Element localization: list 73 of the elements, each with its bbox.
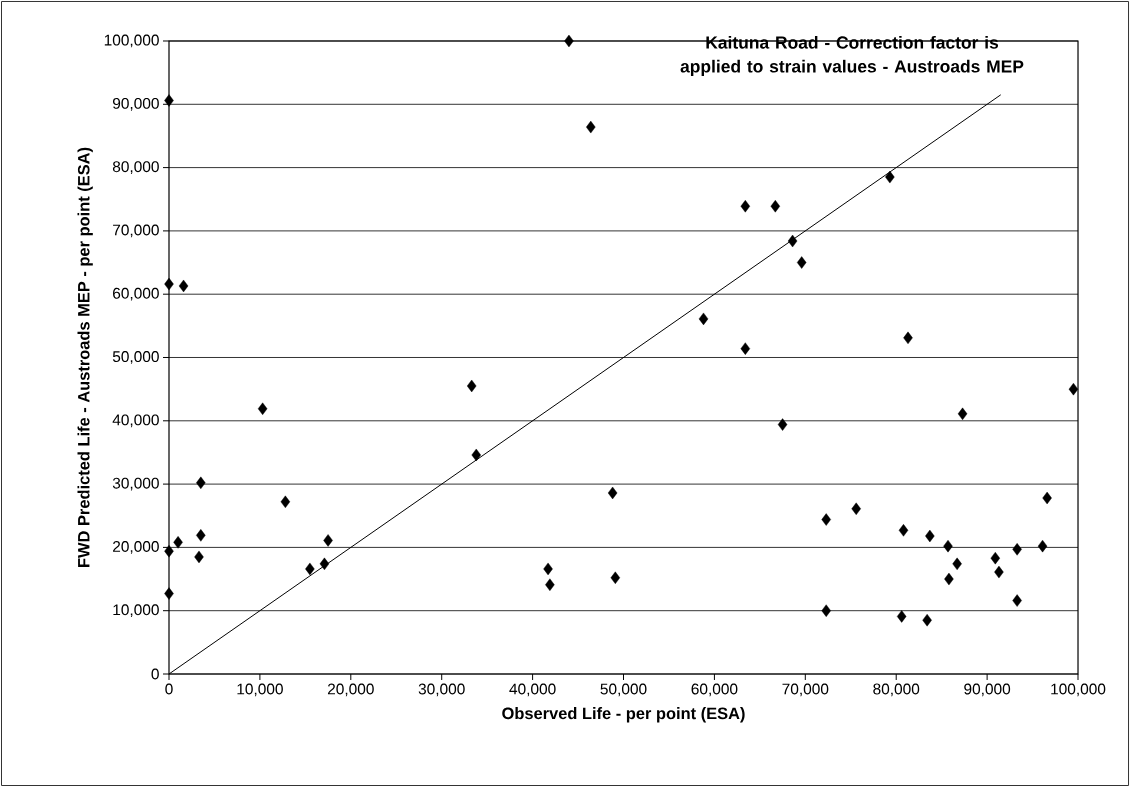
point bbox=[990, 551, 1000, 565]
x-tick-label: 30,000 bbox=[418, 683, 465, 697]
point bbox=[164, 277, 174, 291]
point bbox=[898, 524, 909, 537]
point bbox=[196, 476, 206, 490]
point bbox=[545, 578, 555, 591]
point bbox=[257, 402, 268, 415]
point bbox=[564, 34, 574, 48]
point bbox=[164, 587, 174, 600]
point bbox=[164, 545, 174, 558]
point bbox=[787, 234, 798, 248]
point bbox=[922, 613, 932, 627]
y-tick-label: 50,000 bbox=[112, 351, 159, 364]
x-tick-label: 80,000 bbox=[873, 683, 920, 697]
point bbox=[586, 120, 596, 134]
point bbox=[925, 529, 935, 543]
point bbox=[903, 331, 913, 345]
point bbox=[885, 170, 895, 184]
x-tick-label: 60,000 bbox=[691, 683, 738, 697]
point bbox=[164, 94, 174, 107]
y-tick-label: 60,000 bbox=[113, 287, 159, 301]
y-tick-label: 100,000 bbox=[104, 34, 159, 48]
point bbox=[323, 534, 333, 547]
point bbox=[1068, 382, 1079, 396]
point bbox=[770, 200, 781, 213]
point bbox=[943, 539, 953, 553]
point bbox=[1012, 594, 1022, 607]
point bbox=[543, 562, 553, 576]
x-tick-label: 10,000 bbox=[237, 683, 283, 697]
point bbox=[280, 495, 291, 509]
point bbox=[610, 571, 621, 584]
y-tick-label: 0 bbox=[151, 668, 159, 680]
point bbox=[319, 557, 330, 571]
point bbox=[471, 448, 481, 462]
point bbox=[467, 379, 477, 393]
point bbox=[851, 502, 861, 515]
point bbox=[796, 256, 807, 269]
point bbox=[698, 312, 709, 326]
point bbox=[194, 550, 204, 564]
point bbox=[952, 557, 962, 571]
point bbox=[305, 562, 315, 576]
point bbox=[994, 565, 1004, 579]
y-tick-label: 10,000 bbox=[113, 604, 159, 618]
point bbox=[740, 342, 751, 355]
y-axis-title: FWD Predicted Life - Austroads MEP - per point (ESA) bbox=[77, 147, 93, 567]
x-tick-label: 40,000 bbox=[509, 683, 556, 697]
y-tick-label: 30,000 bbox=[112, 477, 159, 491]
point bbox=[944, 572, 954, 586]
y-tick-label: 40,000 bbox=[112, 414, 159, 428]
point bbox=[1037, 539, 1048, 553]
point bbox=[1042, 491, 1052, 505]
point bbox=[957, 407, 968, 421]
x-axis-title: Observed Life - per point (ESA) bbox=[502, 707, 745, 723]
point bbox=[740, 200, 751, 213]
point bbox=[607, 486, 618, 500]
x-tick-label: 70,000 bbox=[782, 683, 829, 697]
y-tick-label: 80,000 bbox=[112, 161, 159, 174]
x-tick-label: 50,000 bbox=[600, 683, 647, 697]
y-tick-label: 20,000 bbox=[113, 541, 159, 554]
point bbox=[173, 536, 183, 549]
x-tick-label: 100,000 bbox=[1051, 683, 1106, 697]
point bbox=[821, 604, 831, 617]
x-tick-label: 20,000 bbox=[327, 683, 374, 697]
point bbox=[196, 529, 206, 542]
point bbox=[777, 418, 788, 431]
point bbox=[178, 279, 189, 293]
y-tick-label: 90,000 bbox=[112, 97, 159, 111]
point bbox=[821, 513, 831, 526]
y-tick-label: 70,000 bbox=[113, 224, 159, 238]
x-tick-label: 90,000 bbox=[964, 683, 1011, 697]
x-tick-label: 0 bbox=[165, 683, 173, 695]
point bbox=[1012, 543, 1022, 556]
point bbox=[896, 610, 907, 623]
